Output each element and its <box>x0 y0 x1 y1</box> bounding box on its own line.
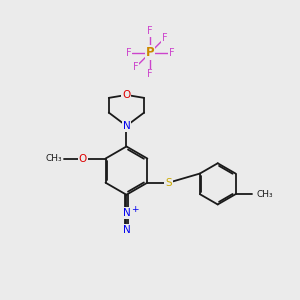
Text: F: F <box>126 48 131 58</box>
Text: F: F <box>147 69 153 80</box>
Text: N: N <box>123 121 130 131</box>
Text: +: + <box>131 205 138 214</box>
Text: N: N <box>123 225 130 235</box>
Text: F: F <box>162 33 167 43</box>
Text: P: P <box>146 46 154 59</box>
Text: S: S <box>165 178 172 188</box>
Text: O: O <box>122 90 130 100</box>
Text: F: F <box>169 48 174 58</box>
Text: N: N <box>123 208 130 218</box>
Text: CH₃: CH₃ <box>256 190 273 199</box>
Text: F: F <box>133 62 138 73</box>
Text: F: F <box>147 26 153 36</box>
Text: O: O <box>78 154 87 164</box>
Text: CH₃: CH₃ <box>45 154 62 163</box>
